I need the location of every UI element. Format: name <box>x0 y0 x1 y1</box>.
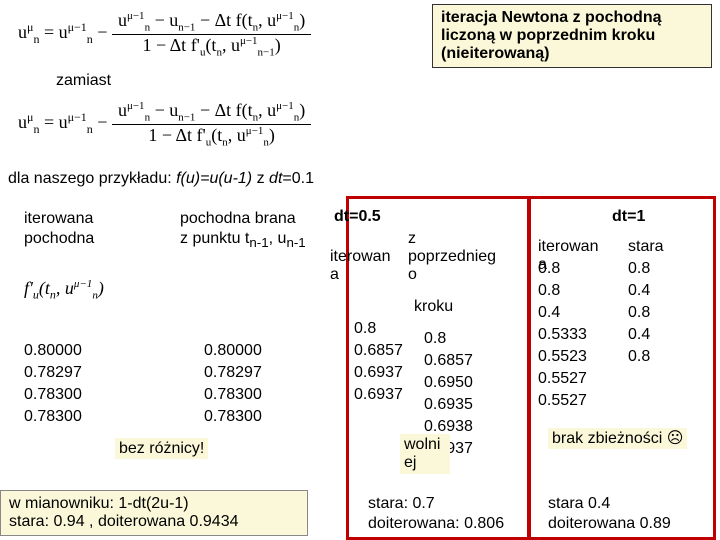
v: 0.6935 <box>424 394 473 416</box>
footer-mid-1: stara: 0.7 <box>368 494 504 514</box>
v: 0.80000 <box>204 340 262 362</box>
v: 0.8 <box>628 346 650 368</box>
footer-right-2: doiterowana 0.89 <box>548 514 671 534</box>
dt1: dt=1 <box>612 208 645 226</box>
z-dt: z dt=0.1 <box>257 170 314 187</box>
vals-col3: 0.8 0.6857 0.6937 0.6937 <box>354 318 403 406</box>
stara-label: stara <box>628 238 664 256</box>
col1-title2: pochodna <box>24 230 94 248</box>
dt05: dt=0.5 <box>334 208 381 226</box>
highlight-text: iteracja Newtona z pochodną liczoną w po… <box>441 9 661 62</box>
col1-title1: iterowana <box>24 210 93 228</box>
z-label: z <box>408 230 416 248</box>
footer-left-2: stara: 0.94 , doiterowana 0.9434 <box>9 513 299 531</box>
fu-eq: f(u)=u(u-1) <box>176 170 252 187</box>
footer-left: w mianowniku: 1-dt(2u-1) stara: 0.94 , d… <box>0 490 308 536</box>
v: 0.8 <box>354 318 403 340</box>
v: 0.4 <box>538 302 587 324</box>
bez-roznicy-box: bez różnicy! <box>115 440 208 458</box>
vals-col5: 0.8 0.8 0.4 0.5333 0.5523 0.5527 0.5527 <box>538 258 587 412</box>
v: 0.8 <box>538 258 587 280</box>
brak-zb-box: brak zbieżności ☹ <box>548 428 687 448</box>
v: 0.6937 <box>354 384 403 406</box>
bez-roznicy: bez różnicy! <box>115 438 208 459</box>
vals-col1: 0.80000 0.78297 0.78300 0.78300 <box>24 340 82 428</box>
v: 0.8 <box>628 302 650 324</box>
footer-mid-2: doiterowana: 0.806 <box>368 514 504 534</box>
v: 0.6950 <box>424 372 473 394</box>
zamiast-label: zamiast <box>56 72 111 90</box>
vals-col2: 0.80000 0.78297 0.78300 0.78300 <box>204 340 262 428</box>
iterowan-a-1: iterowan a <box>330 248 400 284</box>
v: 0.78297 <box>204 362 262 384</box>
v: 0.5527 <box>538 368 587 390</box>
wolniej: wolni ej <box>400 434 450 474</box>
fprime-formula: f'u(tn, uμ−1n) <box>24 278 104 303</box>
footer-mid: stara: 0.7 doiterowana: 0.806 <box>368 494 504 534</box>
kroku: kroku <box>414 298 453 316</box>
v: 0.5523 <box>538 346 587 368</box>
v: 0.4 <box>628 324 650 346</box>
highlight-newton: iteracja Newtona z pochodną liczoną w po… <box>432 4 712 68</box>
formula-2: uμn = uμ−1n − uμ−1n − un−1 − Δt f(tn, uμ… <box>18 100 311 148</box>
footer-left-1: w mianowniku: 1-dt(2u-1) <box>9 495 299 513</box>
col2-title1: pochodna brana <box>180 210 296 228</box>
col2-title2: z punktu tn-1, un-1 <box>180 230 306 250</box>
v: 0.8 <box>538 280 587 302</box>
v: 0.78300 <box>24 406 82 428</box>
dla-label: dla naszego przykładu: f(u)=u(u-1) z dt=… <box>8 170 314 188</box>
footer-right-1: stara 0.4 <box>548 494 671 514</box>
v: 0.78300 <box>24 384 82 406</box>
vals-col6: 0.8 0.4 0.8 0.4 0.8 <box>628 258 650 368</box>
v: 0.6937 <box>354 362 403 384</box>
v: 0.78297 <box>24 362 82 384</box>
wolniej-box: wolni ej <box>400 434 450 474</box>
v: 0.6857 <box>354 340 403 362</box>
v: 0.78300 <box>204 406 262 428</box>
v: 0.6857 <box>424 350 473 372</box>
brak-zb: brak zbieżności ☹ <box>548 428 687 449</box>
v: 0.5527 <box>538 390 587 412</box>
v: 0.8 <box>424 328 473 350</box>
v: 0.78300 <box>204 384 262 406</box>
poprzed: poprzednieg o <box>408 248 508 284</box>
v: 0.4 <box>628 280 650 302</box>
footer-right: stara 0.4 doiterowana 0.89 <box>548 494 671 534</box>
dla-text: dla naszego przykładu: <box>8 170 172 187</box>
v: 0.8 <box>628 258 650 280</box>
v: 0.80000 <box>24 340 82 362</box>
v: 0.5333 <box>538 324 587 346</box>
formula-1: uμn = uμ−1n − uμ−1n − un−1 − Δt f(tn, uμ… <box>18 10 311 58</box>
